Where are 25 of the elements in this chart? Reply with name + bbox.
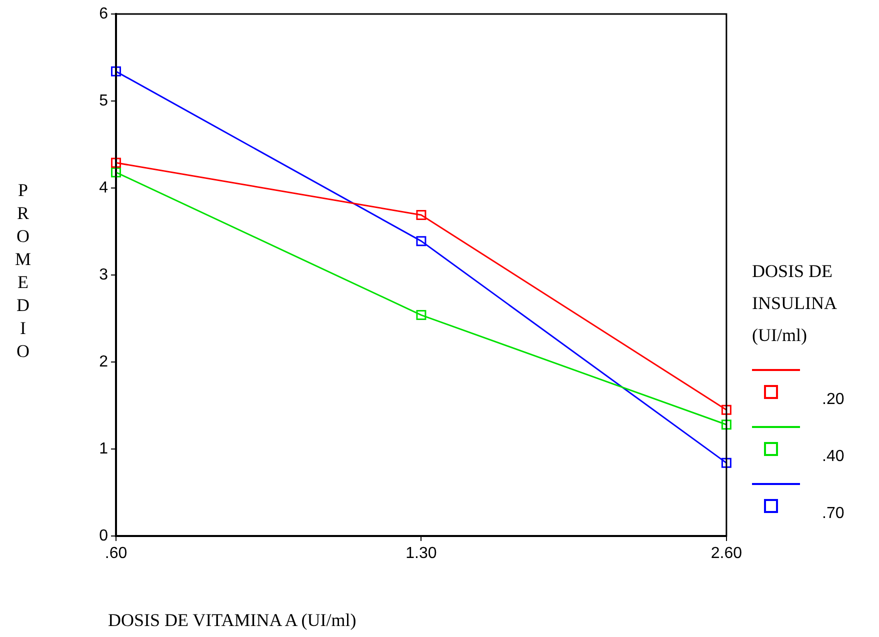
- point: [721, 404, 732, 415]
- point: [111, 158, 121, 168]
- x-axis-title: DOSIS DE VITAMINA A (UI/ml): [108, 610, 356, 631]
- y-tick-label: 6: [99, 5, 108, 22]
- text: .70: [822, 505, 844, 523]
- y-axis-title: PROMEDIO: [12, 180, 33, 364]
- point: [416, 236, 426, 246]
- y-tick-label: 2: [99, 353, 108, 370]
- x-tick-label: 1.30: [406, 545, 437, 562]
- legend-title: DOSIS DE INSULINA (UI/ml): [752, 260, 838, 347]
- point: [721, 458, 732, 468]
- point: [111, 66, 121, 76]
- text: .20: [822, 391, 844, 409]
- text: .40: [822, 448, 844, 466]
- x-tick-label: 2.60: [710, 545, 742, 562]
- point: [111, 167, 121, 178]
- y-tick-label: 1: [99, 440, 108, 458]
- y-tick-label: 5: [99, 92, 108, 110]
- point: [416, 310, 426, 320]
- x-tick-label: .60: [104, 545, 128, 562]
- point: [416, 210, 426, 220]
- y-tick-label: 4: [99, 179, 108, 196]
- y-tick-label: 0: [99, 527, 108, 544]
- y-tick-label: 3: [99, 266, 108, 284]
- point: [721, 420, 732, 430]
